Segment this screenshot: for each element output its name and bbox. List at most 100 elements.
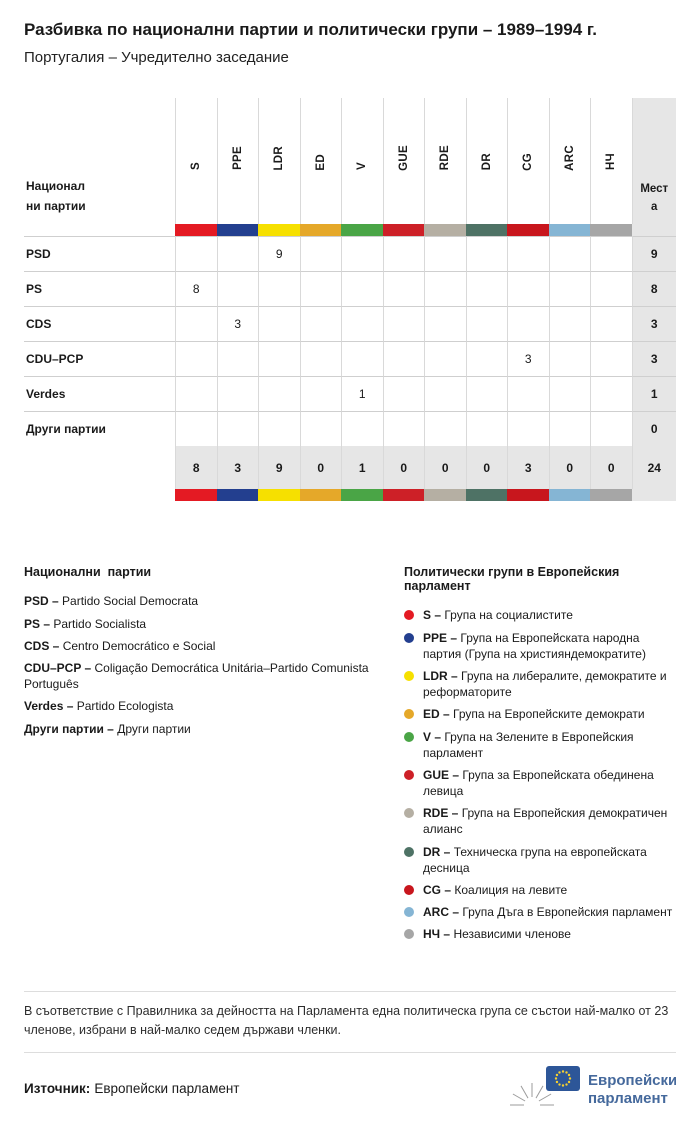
divider bbox=[24, 990, 676, 992]
group-column-header: GUE bbox=[382, 98, 425, 225]
legend-heading: Политически групи в Европейския парламен… bbox=[404, 565, 623, 594]
list-item: S – Група на социалистите bbox=[404, 607, 676, 623]
table-row: Verdes 1 1 bbox=[24, 376, 676, 412]
group-column-header: DR bbox=[465, 98, 508, 225]
group-color-swatch bbox=[465, 224, 507, 237]
legends: Национални партии PSD – Partido Social D… bbox=[24, 565, 676, 948]
blank-cell bbox=[24, 224, 175, 236]
list-item: CDU–PCP – Coligação Democrática Unitária… bbox=[24, 660, 369, 692]
group-color-swatch bbox=[175, 224, 217, 237]
seats-value: 3 bbox=[631, 341, 676, 377]
list-item: Други партии – Други партии bbox=[24, 721, 191, 736]
seats-value: 9 bbox=[631, 236, 676, 272]
group-color-swatch bbox=[175, 489, 217, 502]
eu-stars bbox=[554, 1070, 572, 1088]
list-item: CG – Коалиция на левите bbox=[404, 882, 676, 898]
group-color-dot bbox=[404, 670, 414, 681]
group-color-dot bbox=[404, 907, 414, 918]
group-column-header: ED bbox=[299, 98, 342, 225]
party-name: Verdes bbox=[24, 376, 175, 411]
group-column-header: RDE bbox=[424, 98, 466, 225]
european-parliament-logo-icon: Европейски парламент bbox=[510, 1066, 676, 1107]
seats-value: 1 bbox=[631, 376, 676, 412]
eu-flag bbox=[546, 1066, 580, 1092]
group-color-dot bbox=[404, 709, 414, 720]
group-color-dot bbox=[404, 769, 414, 780]
political-groups-legend: Политически групи в Европейския парламен… bbox=[404, 565, 676, 948]
source-text: Европейски парламент bbox=[94, 1080, 240, 1096]
total-seats-value: 24 bbox=[631, 446, 676, 490]
source-line: Източник: Европейски парламент bbox=[24, 1081, 240, 1096]
group-color-swatch bbox=[548, 224, 590, 237]
group-color-swatch bbox=[258, 224, 300, 237]
seats-value: 3 bbox=[631, 306, 676, 342]
group-color-swatch bbox=[424, 489, 466, 502]
seats-header-cell: Места bbox=[631, 98, 676, 225]
divider bbox=[24, 1052, 676, 1054]
group-color-dot bbox=[404, 731, 414, 742]
group-column-header: LDR bbox=[258, 98, 300, 225]
hemicycle-icon bbox=[510, 1083, 554, 1106]
group-color-swatch bbox=[507, 224, 549, 237]
seats-column-cell bbox=[631, 224, 676, 237]
table-corner-cell: Национални партии bbox=[24, 98, 175, 224]
group-column-header: НЧ bbox=[590, 98, 632, 225]
list-item: LDR – Група на либералите, демократите и… bbox=[404, 668, 676, 700]
table-row: Други партии 0 bbox=[24, 411, 676, 447]
table-row: PS 8 8 bbox=[24, 271, 676, 307]
list-item: PPE – Група на Европейската народна парт… bbox=[404, 630, 676, 662]
blank-cell bbox=[24, 446, 175, 490]
list-item: PSD – Partido Social Democrata bbox=[24, 594, 199, 609]
group-column-header: CG bbox=[507, 98, 549, 225]
list-item: V – Група на Зелените в Европейския парл… bbox=[404, 729, 676, 761]
list-item: CDS – Centro Democrático e Social bbox=[24, 638, 216, 653]
group-color-swatch bbox=[341, 489, 383, 502]
party-name: PS bbox=[24, 271, 175, 306]
group-column-header: V bbox=[341, 98, 383, 225]
party-name: PSD bbox=[24, 236, 175, 271]
group-color-dot bbox=[404, 632, 414, 643]
group-column-header: S bbox=[175, 98, 217, 225]
legend-heading: Национални партии bbox=[24, 565, 152, 580]
group-color-swatch bbox=[424, 224, 466, 237]
group-color-swatch bbox=[258, 489, 300, 502]
logo-text-line1: Европейски bbox=[588, 1072, 676, 1089]
list-item: НЧ – Независими членове bbox=[404, 926, 676, 942]
group-color-swatch bbox=[382, 489, 424, 502]
footer: Източник: Европейски парламент Ев bbox=[24, 1061, 676, 1115]
list-item: GUE – Група за Европейската обединена ле… bbox=[404, 767, 676, 799]
seats-column-cell bbox=[631, 489, 676, 502]
color-bar-row-bottom bbox=[24, 489, 676, 502]
group-color-swatch bbox=[299, 224, 341, 237]
group-color-swatch bbox=[465, 489, 507, 502]
group-color-swatch bbox=[216, 224, 258, 237]
group-color-dot bbox=[404, 846, 414, 857]
page-title: Разбивка по национални партии и политиче… bbox=[24, 20, 597, 39]
group-color-swatch bbox=[299, 489, 341, 502]
list-item: DR – Техническа група на европейската де… bbox=[404, 844, 676, 876]
blank-cell bbox=[24, 489, 175, 501]
group-column-header: ARC bbox=[548, 98, 591, 225]
list-item: PS – Partido Socialista bbox=[24, 616, 147, 631]
group-color-dot bbox=[404, 808, 414, 819]
group-color-swatch bbox=[548, 489, 590, 502]
list-item: Verdes – Partido Ecologista bbox=[24, 699, 174, 714]
national-parties-legend: Национални партии PSD – Partido Social D… bbox=[24, 565, 380, 948]
group-color-swatch bbox=[590, 224, 632, 237]
color-bar-row-top bbox=[24, 224, 676, 237]
table-row: CDU–PCP 3 3 bbox=[24, 341, 676, 377]
table-header-row: Национални партии S PPE LDR ED V GUE RDE… bbox=[24, 98, 676, 225]
group-color-dot bbox=[404, 610, 414, 621]
party-name: CDS bbox=[24, 306, 175, 341]
group-color-dot bbox=[404, 929, 414, 940]
footnote: В съответствие с Правилника за дейността… bbox=[24, 1003, 669, 1037]
group-color-swatch bbox=[341, 224, 383, 237]
list-item: RDE – Група на Европейския демократичен … bbox=[404, 805, 676, 837]
group-color-swatch bbox=[507, 489, 549, 502]
party-name: Други партии bbox=[24, 411, 175, 446]
group-color-dot bbox=[404, 885, 414, 896]
group-color-swatch bbox=[590, 489, 632, 502]
table-row: PSD 9 9 bbox=[24, 236, 676, 272]
seats-value: 0 bbox=[631, 411, 676, 447]
